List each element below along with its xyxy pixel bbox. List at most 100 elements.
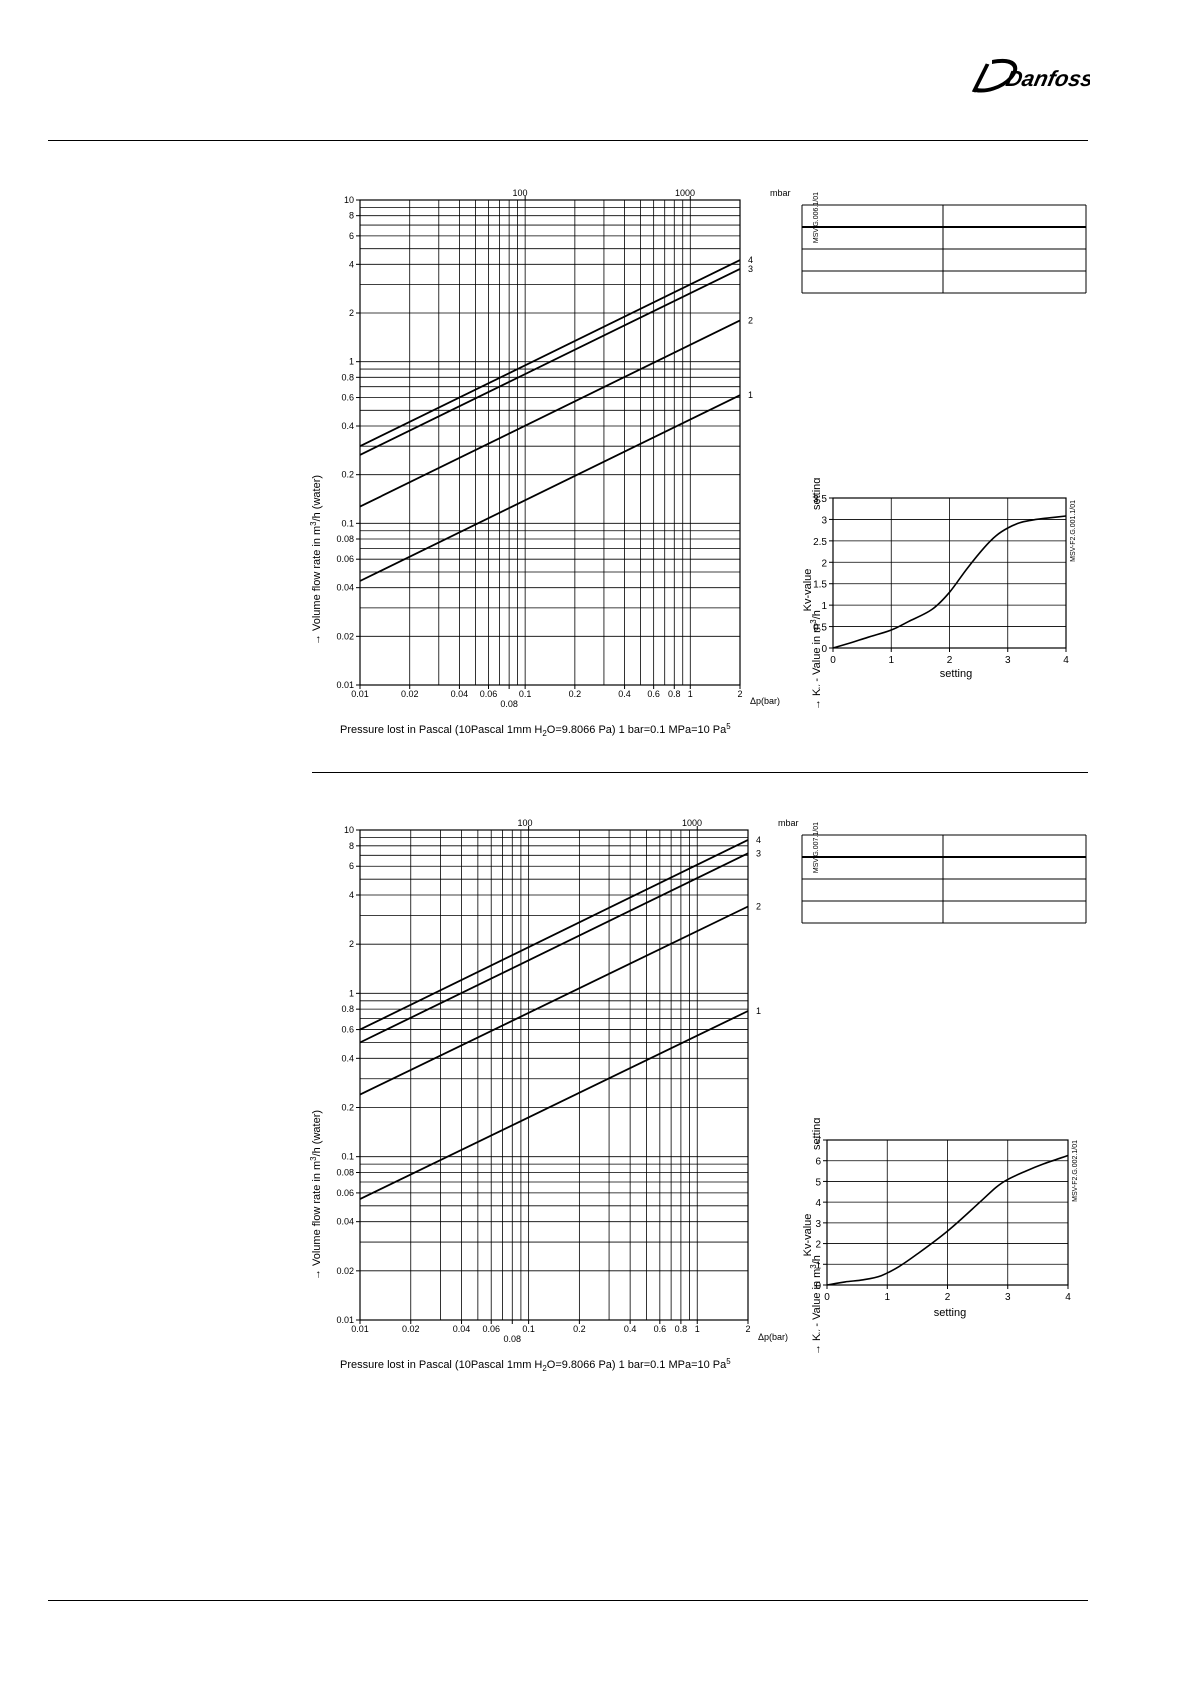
kv-chart-1-x-ticks: 0 1 2 3 4: [830, 648, 1069, 666]
kv-chart-2-x-ticks: 0 1 2 3 4: [824, 1285, 1071, 1303]
y-tick-label: 1: [821, 601, 827, 612]
kv-chart-2: 0 1 2 3 4 0 1 2 3 4 5 6 7 Kv-value setting MSV-F2.G…: [802, 1136, 1079, 1319]
x-tick-label: 0.6: [647, 689, 660, 699]
flow-chart-2-plot: [359, 826, 749, 1321]
footer-rule: [48, 1600, 1088, 1601]
flow-chart-1-mbar-100: 100: [512, 188, 527, 198]
series-label-4: 4: [756, 835, 761, 845]
flow-chart-2-kv-axis-label: → Kv - Value in m3/h: [809, 1255, 820, 1355]
flow-chart-2-mbar-100: 100: [517, 818, 532, 828]
y-tick-label: 3.5: [813, 494, 827, 505]
y-tick-label: 0.2: [341, 470, 354, 480]
series-label-4: 4: [748, 255, 753, 265]
y-tick-label: 10: [344, 195, 354, 205]
y-tick-label: 0.4: [341, 1053, 354, 1063]
y-tick-label: 7: [815, 1136, 821, 1147]
setting-table-1: [801, 204, 1087, 294]
y-tick-label: 0.01: [336, 1315, 354, 1325]
flow-chart-1-x-ticks: 0.01 0.02 0.04 0.060.080.1 0.2 0.4 0.6 0.8 1 2: [351, 685, 743, 709]
x-tick-label: 3: [1005, 655, 1011, 666]
flow-chart-2: 0.01 0.02 0.04 0.060.080.1 0.2 0.4 0.6 0.8 1 2 0.…: [309, 818, 820, 1373]
series-line-3: [359, 852, 749, 1044]
flow-chart-2-mbar-unit: mbar: [778, 818, 799, 828]
y-tick-label: 1: [815, 1260, 821, 1271]
y-tick-label: 0.04: [336, 1217, 354, 1227]
x-tick-label: 4: [1063, 655, 1069, 666]
series-label-2: 2: [748, 315, 753, 325]
plot-frame: [359, 829, 749, 1321]
x-tick-label: 0.1: [519, 689, 532, 699]
y-tick-label: 0.02: [336, 631, 354, 641]
flow-chart-2-x-label: Pressure lost in Pascal (10Pascal 1mm H2…: [340, 1357, 731, 1373]
y-tick-label: 0.4: [341, 421, 354, 431]
x-tick-label: 1: [888, 655, 894, 666]
x-tick-label: 0.02: [402, 1324, 420, 1334]
y-tick-label: 0.01: [336, 680, 354, 690]
y-tick-label: 0: [821, 644, 827, 655]
y-tick-label: 6: [349, 231, 354, 241]
series-label-3: 3: [756, 848, 761, 858]
kv-chart-2-x-label: setting: [934, 1307, 966, 1319]
logo-wordmark: Danfoss: [1004, 66, 1090, 91]
y-tick-label: 0.5: [813, 623, 827, 634]
flow-chart-1-y-ticks: 0.01 0.02 0.04 0.06 0.08 0.1 0.2 0.4 0.6 0.8 1 2 4 6 8…: [336, 195, 360, 690]
x-tick-label: 1: [884, 1292, 890, 1303]
flow-chart-1-plot: [359, 196, 741, 686]
y-tick-label: 1: [349, 357, 354, 367]
kv-chart-2-plot: [826, 1139, 1069, 1286]
x-tick-label: 0.06: [480, 689, 498, 699]
y-tick-label: 1.5: [813, 580, 827, 591]
flow-chart-1-setting-label: setting: [811, 478, 820, 510]
y-tick-label: 3: [815, 1219, 821, 1230]
kv-chart-2-y-ticks: 0 1 2 3 4 5 6 7: [815, 1136, 827, 1292]
plot-frame: [359, 199, 741, 686]
x-tick-label: 0.8: [668, 689, 681, 699]
y-tick-label: 0.8: [341, 1004, 354, 1014]
flow-chart-2-setting-label: setting: [811, 1118, 820, 1150]
y-tick-label: 0.6: [341, 1025, 354, 1035]
x-tick-label: 0.08: [500, 699, 518, 709]
y-tick-label: 4: [815, 1198, 821, 1209]
y-tick-label: 6: [815, 1157, 821, 1168]
series-line-3: [359, 268, 741, 456]
series-label-1: 1: [748, 390, 753, 400]
x-tick-label: 0.8: [675, 1324, 688, 1334]
kv-chart-2-curve: [826, 1154, 1069, 1286]
kv-chart-1-y-label: Kv-value: [802, 569, 814, 612]
y-tick-label: 0.1: [341, 518, 354, 528]
series-label-1: 1: [756, 1006, 761, 1016]
y-tick-label: 2.5: [813, 537, 827, 548]
series-line-4: [359, 839, 749, 1031]
setting-table-2-grid: [801, 834, 1087, 924]
flow-chart-1: 0.01 0.02 0.04 0.060.080.1 0.2 0.4 0.6 0.8 1 2 0.…: [309, 188, 820, 738]
danfoss-logo: Danfoss: [955, 48, 1096, 108]
y-tick-label: 2: [821, 558, 827, 569]
x-tick-label: 0.04: [453, 1324, 471, 1334]
flow-chart-2-code: MSV.G.007.1/01: [813, 822, 820, 873]
series-line-2: [359, 905, 749, 1096]
x-tick-label: 0.01: [351, 689, 369, 699]
x-tick-label: 0.2: [573, 1324, 586, 1334]
y-tick-label: 0.02: [336, 1266, 354, 1276]
setting-table-2: [801, 834, 1087, 924]
x-tick-label: 0.6: [654, 1324, 667, 1334]
x-tick-label: 1: [695, 1324, 700, 1334]
y-tick-label: 0.06: [336, 554, 354, 564]
kv-chart-1-plot: [832, 497, 1067, 649]
x-tick-label: 0.2: [569, 689, 582, 699]
y-tick-label: 1: [349, 988, 354, 998]
kv-chart-2-y-label: Kv-value: [802, 1214, 814, 1257]
y-tick-label: 0.08: [336, 534, 354, 544]
x-tick-label: 0.08: [504, 1334, 522, 1344]
x-tick-label: 2: [745, 1324, 750, 1334]
x-tick-label: 1: [688, 689, 693, 699]
header-rule: [48, 140, 1088, 141]
setting-table-1-grid: [801, 204, 1087, 294]
x-tick-label: 0.04: [451, 689, 469, 699]
y-tick-label: 2: [349, 308, 354, 318]
x-tick-label: 2: [945, 1292, 951, 1303]
x-tick-label: 0.4: [618, 689, 631, 699]
series-line-2: [359, 319, 741, 508]
series-line-1: [359, 394, 741, 582]
